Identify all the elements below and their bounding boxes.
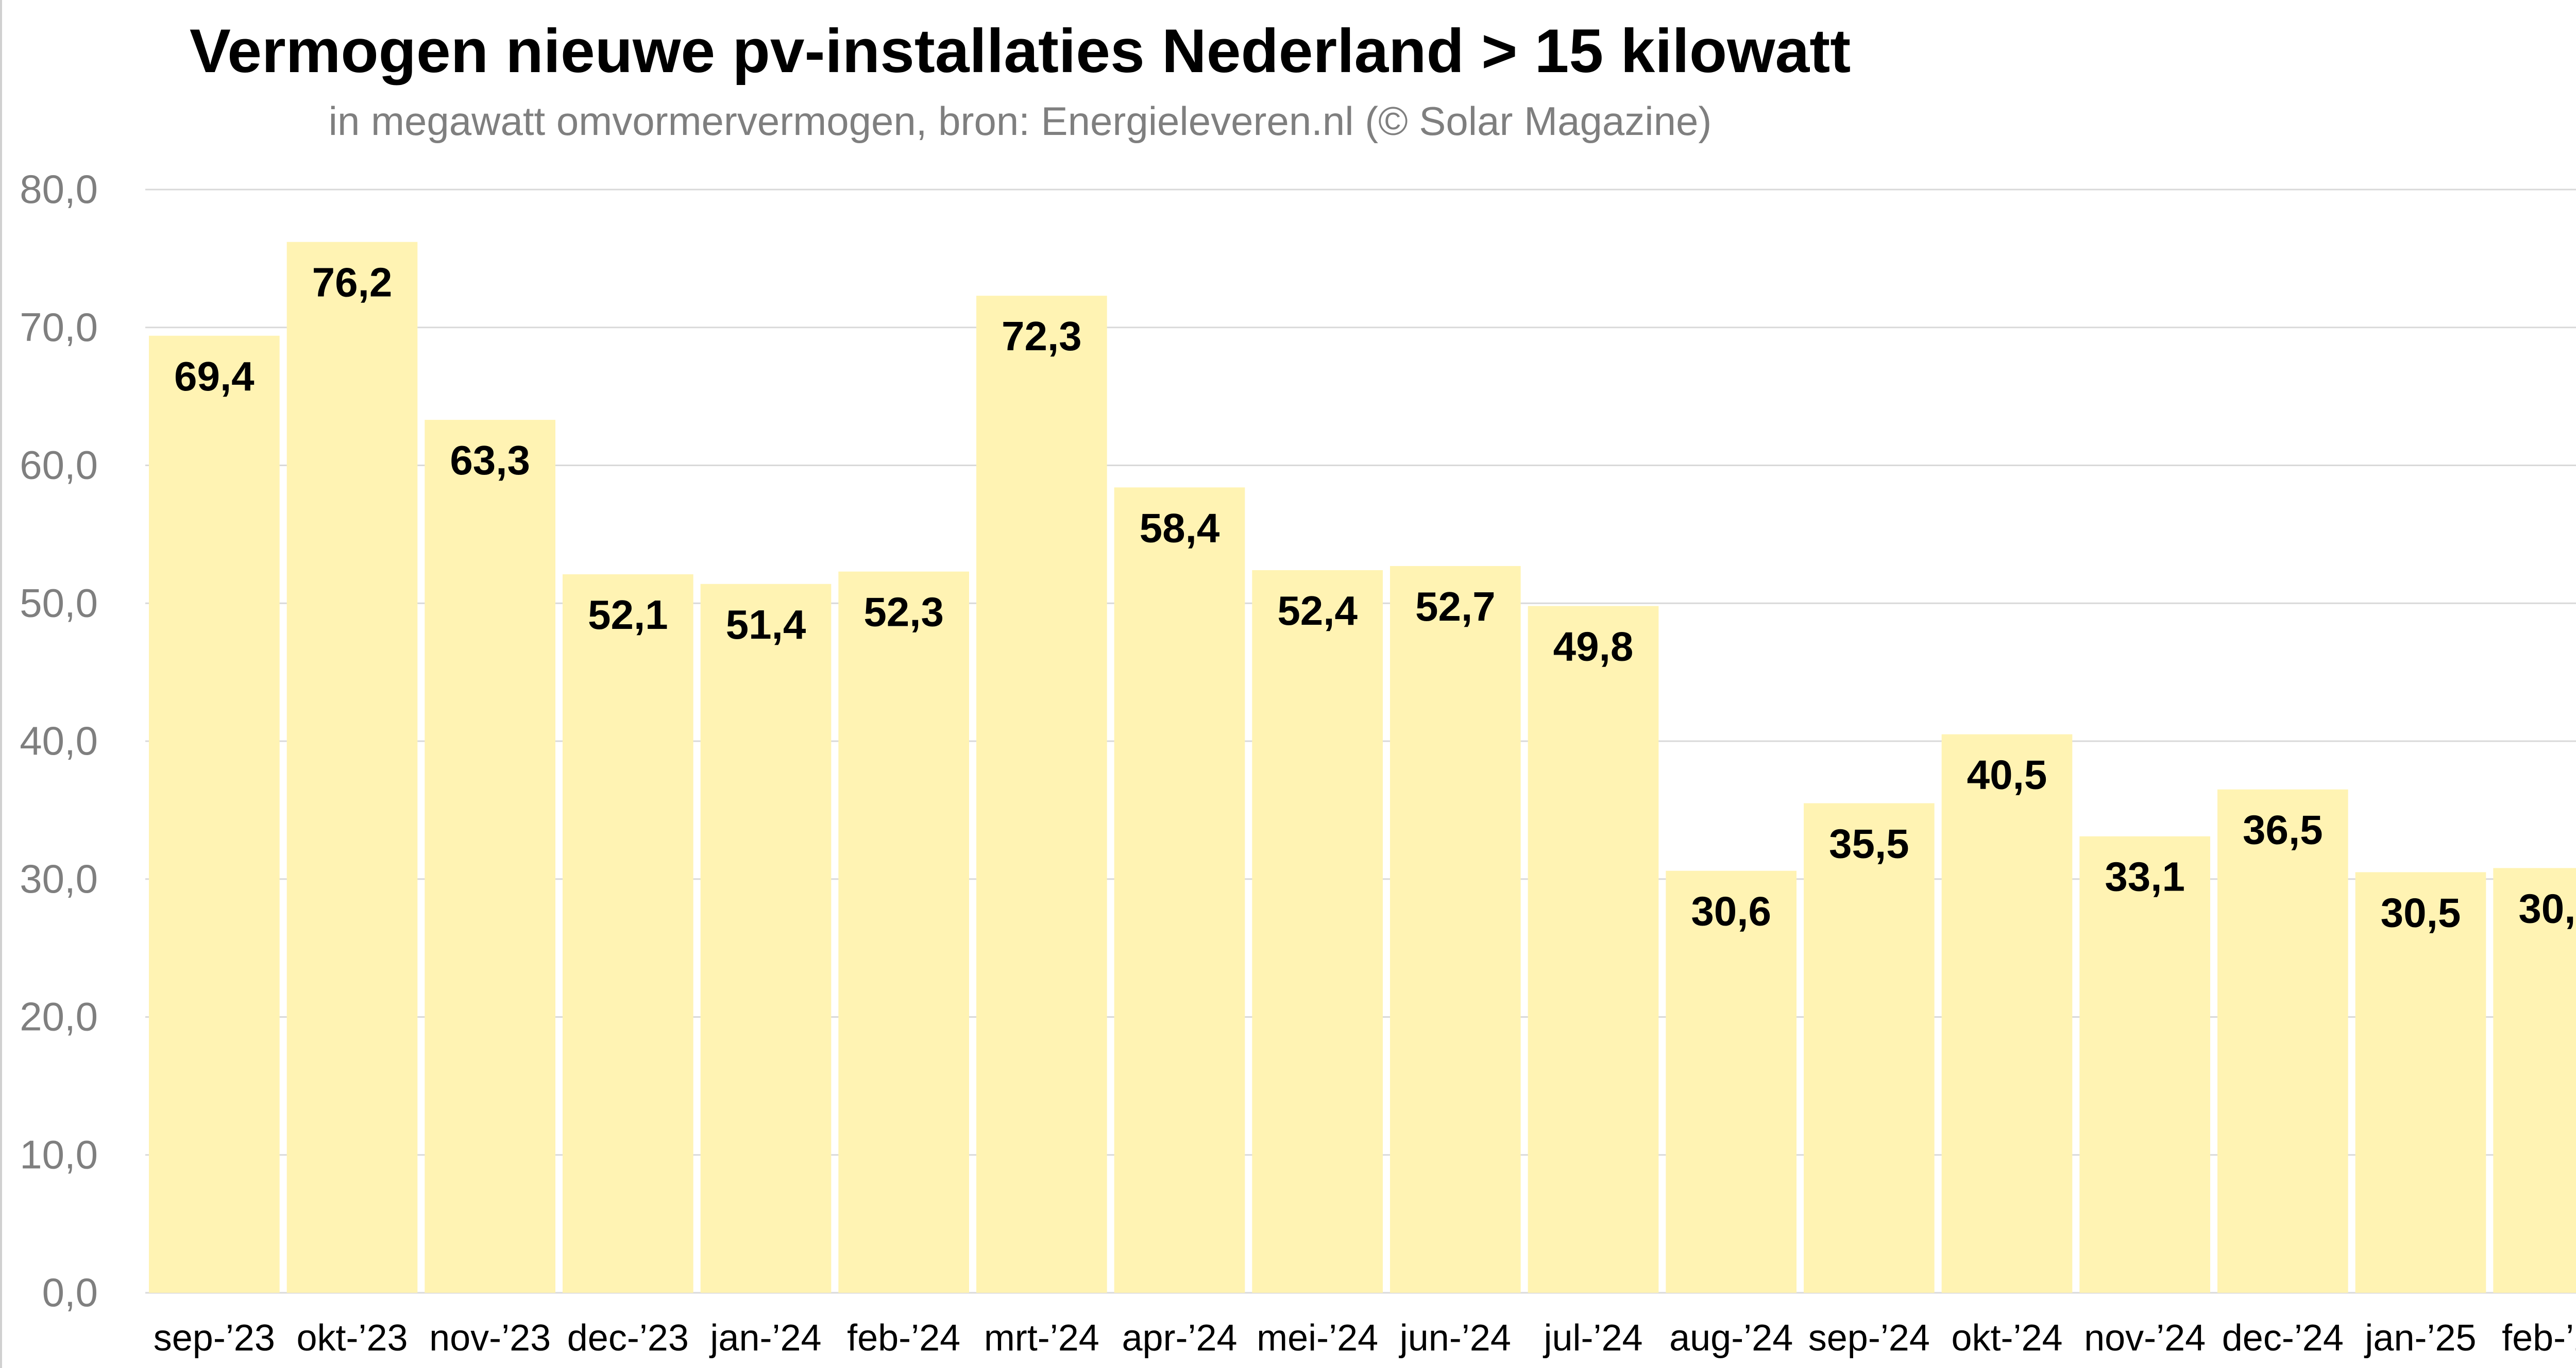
x-tick-label: jan-’24 (709, 1318, 821, 1359)
x-tick-label: nov-’24 (2084, 1318, 2206, 1359)
x-tick-label: sep-’24 (1808, 1318, 1930, 1359)
x-tick-label: aug-’24 (1669, 1318, 1793, 1359)
bar (1941, 734, 2073, 1293)
data-label: 52,7 (1415, 584, 1496, 629)
bar (700, 584, 832, 1293)
bar (2355, 872, 2486, 1293)
data-label: 36,5 (2243, 807, 2323, 853)
bar (1804, 803, 1935, 1293)
data-label: 69,4 (174, 353, 255, 399)
chart-border (0, 0, 2, 1368)
bar (2079, 836, 2210, 1293)
x-tick-label: jan-’25 (2364, 1318, 2476, 1359)
bar (1528, 606, 1659, 1293)
data-label: 30,5 (2381, 890, 2461, 935)
bar (1666, 870, 1797, 1293)
bar (1390, 566, 1521, 1293)
data-label: 76,2 (312, 260, 393, 305)
bar (1252, 570, 1383, 1293)
data-label: 72,3 (1002, 313, 1082, 359)
data-label: 52,1 (588, 592, 668, 638)
y-tick-label: 30,0 (20, 856, 98, 901)
y-tick-label: 20,0 (20, 994, 98, 1039)
x-tick-label: feb-’25 (2502, 1318, 2576, 1359)
x-axis: sep-’23 okt-’23 nov-’23 dec-’23 jan-’24 feb-’… (154, 1318, 2576, 1359)
x-tick-label: jun-’24 (1399, 1318, 1511, 1359)
y-tick-label: 60,0 (20, 442, 98, 488)
x-tick-label: jul-’24 (1543, 1318, 1642, 1359)
y-axis: 0,0 10,0 20,0 30,0 40,0 50,0 60,0 70,0 80,0 (20, 166, 98, 1315)
y-tick-label: 10,0 (20, 1132, 98, 1177)
data-label: 58,4 (1140, 505, 1220, 551)
data-label: 40,5 (1967, 752, 2047, 798)
x-tick-label: okt-’23 (296, 1318, 408, 1359)
x-tick-label: okt-’24 (1951, 1318, 2062, 1359)
y-tick-label: 80,0 (20, 166, 98, 212)
x-tick-label: sep-’23 (154, 1318, 275, 1359)
y-tick-label: 50,0 (20, 580, 98, 625)
bars (149, 242, 2576, 1293)
data-label: 30,6 (1691, 888, 1771, 934)
bar (2493, 868, 2576, 1293)
bar (425, 420, 555, 1293)
chart-title: Vermogen nieuwe pv-installaties Nederlan… (189, 16, 1851, 86)
bar (563, 574, 693, 1293)
y-tick-label: 40,0 (20, 718, 98, 763)
y-tick-label: 70,0 (20, 304, 98, 350)
data-label: 35,5 (1829, 820, 1909, 866)
data-label: 33,1 (2105, 854, 2185, 900)
bar (286, 242, 418, 1293)
x-tick-label: feb-’24 (847, 1318, 960, 1359)
bar (976, 296, 1107, 1293)
x-tick-label: nov-’23 (429, 1318, 551, 1359)
x-tick-label: mei-’24 (1257, 1318, 1378, 1359)
x-tick-label: dec-’24 (2222, 1318, 2344, 1359)
bar (2217, 789, 2348, 1293)
data-label: 52,3 (863, 589, 944, 635)
gridlines (145, 189, 2576, 1294)
data-label: 63,3 (450, 437, 530, 483)
data-labels: 69,4 76,2 63,3 52,1 51,4 52,3 72,3 58,4 52,4 52,7… (174, 260, 2576, 936)
data-label: 52,4 (1277, 588, 1358, 634)
data-label: 49,8 (1553, 624, 1634, 670)
chart-subtitle: in megawatt omvormervermogen, bron: Ener… (328, 98, 1712, 144)
data-label: 51,4 (726, 602, 806, 647)
y-tick-label: 0,0 (42, 1270, 98, 1315)
bar (149, 335, 280, 1293)
x-tick-label: dec-’23 (567, 1318, 689, 1359)
bar (838, 571, 969, 1293)
bar (1114, 487, 1245, 1293)
data-label: 30,8 (2518, 885, 2576, 931)
x-tick-label: mrt-’24 (984, 1318, 1099, 1359)
x-tick-label: apr-’24 (1122, 1318, 1237, 1359)
